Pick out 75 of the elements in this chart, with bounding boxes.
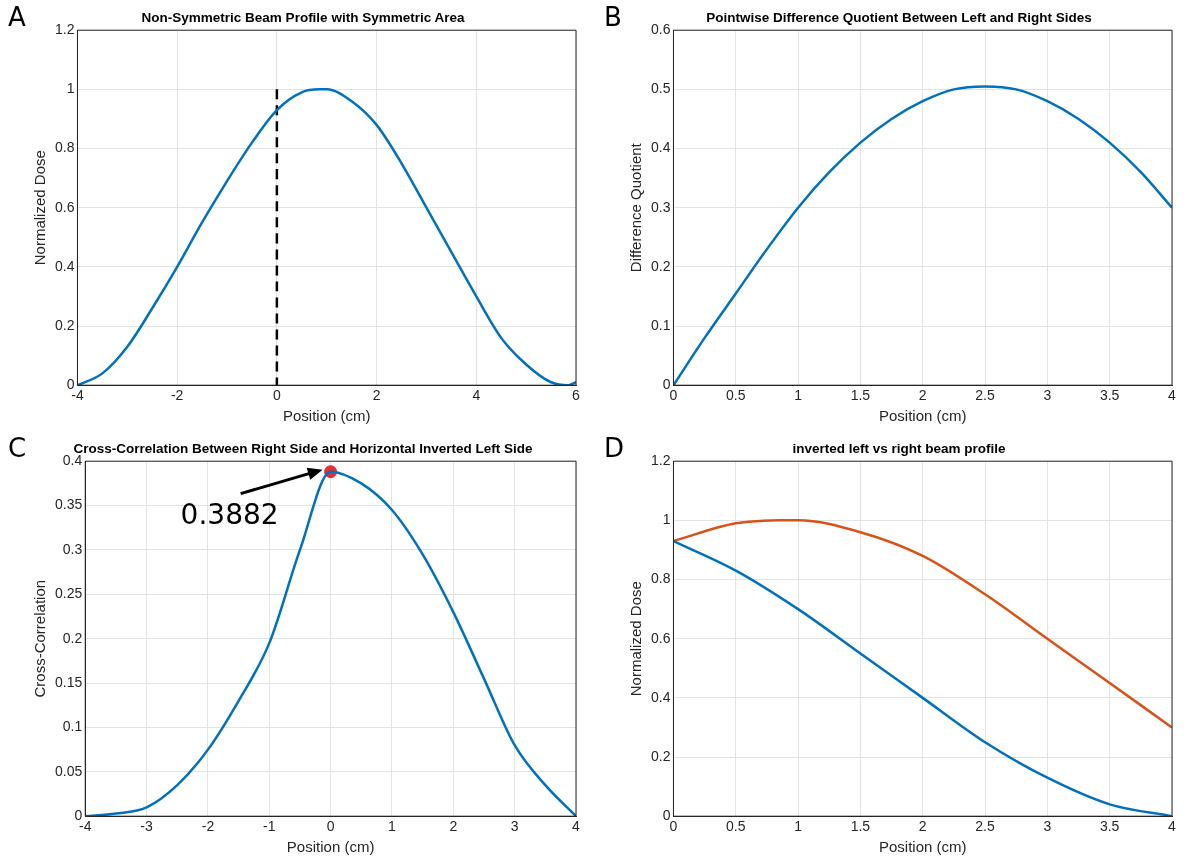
x-tick-label: 3 — [1043, 818, 1052, 835]
x-tick-label: 1.5 — [850, 818, 871, 835]
x-tick-label: 2 — [449, 818, 458, 835]
x-tick-label: 1 — [794, 818, 803, 835]
y-tick-label: 0.8 — [650, 570, 671, 587]
y-tick-label: 0.3 — [650, 198, 671, 215]
x-tick-label: 1 — [794, 387, 803, 404]
y-tick-label: 0.2 — [54, 316, 75, 333]
y-tick-label: 0.6 — [54, 198, 75, 215]
y-tick-label: 1 — [66, 80, 75, 97]
line-series — [673, 519, 1172, 729]
x-tick-label: 4 — [1168, 387, 1177, 404]
x-tick-label: -3 — [140, 818, 154, 835]
chart-title: inverted left vs right beam profile — [792, 440, 1007, 456]
y-tick-label: 0.5 — [650, 80, 671, 97]
chart-title: Pointwise Difference Quotient Between Left and Right Sides — [706, 9, 1092, 25]
y-tick-label: 0.05 — [55, 762, 83, 779]
x-tick-label: 2 — [918, 387, 927, 404]
x-tick-label: 2.5 — [975, 387, 995, 404]
x-tick-label: 0.5 — [726, 387, 746, 404]
y-tick-label: 0.6 — [650, 21, 671, 38]
x-tick-label: 4 — [572, 818, 581, 835]
y-axis-title: Normalized Dose — [627, 581, 645, 697]
x-tick-label: 3 — [1043, 387, 1052, 404]
y-tick-label: 0 — [66, 376, 75, 393]
x-tick-label: 0 — [326, 818, 335, 835]
x-tick-label: 2.5 — [975, 818, 995, 835]
x-tick-label: 0.5 — [726, 818, 746, 835]
y-tick-label: 0.1 — [650, 316, 671, 333]
x-tick-label: 1 — [388, 818, 397, 835]
y-tick-label: 0.2 — [62, 629, 83, 646]
x-axis-title: Position (cm) — [878, 838, 967, 856]
y-tick-label: 0.4 — [54, 257, 75, 274]
y-tick-label: 0.4 — [650, 688, 671, 705]
y-tick-label: 1 — [662, 511, 671, 528]
y-tick-label: 0.4 — [650, 139, 671, 156]
x-axis-title: Position (cm) — [282, 407, 371, 425]
y-tick-label: 0.1 — [62, 718, 83, 735]
y-tick-label: 1.2 — [54, 21, 75, 38]
y-tick-label: 1.2 — [650, 452, 671, 469]
y-axis-title: Difference Quotient — [627, 142, 645, 273]
x-tick-label: 3.5 — [1099, 818, 1120, 835]
y-tick-label: 0 — [662, 376, 671, 393]
text: A — [8, 2, 26, 32]
y-tick-label: 0.2 — [650, 257, 671, 274]
y-tick-label: 0.35 — [55, 496, 83, 513]
x-tick-label: 4 — [1168, 818, 1177, 835]
x-tick-label: 6 — [572, 387, 581, 404]
text: D — [604, 433, 625, 463]
x-tick-label: 0 — [272, 387, 281, 404]
y-axis-title: Normalized Dose — [31, 150, 49, 266]
y-tick-label: 0.15 — [55, 673, 83, 690]
x-tick-label: 3.5 — [1099, 387, 1120, 404]
x-tick-label: 2 — [372, 387, 381, 404]
chart-title: Non-Symmetric Beam Profile with Symmetric Area — [141, 9, 465, 25]
text: C — [8, 433, 27, 463]
y-axis-title: Cross-Correlation — [31, 579, 49, 698]
text: B — [604, 2, 622, 32]
annotation: 0.3882 — [180, 497, 279, 531]
x-tick-label: -1 — [263, 818, 276, 835]
x-axis-title: Position (cm) — [286, 838, 375, 856]
x-tick-label: 4 — [472, 387, 481, 404]
y-tick-label: 0.6 — [650, 629, 671, 646]
y-tick-label: 0.2 — [650, 747, 671, 764]
y-tick-label: 0 — [74, 807, 83, 824]
x-tick-label: 3 — [510, 818, 519, 835]
x-tick-label: 2 — [918, 818, 927, 835]
y-tick-label: 0.25 — [55, 585, 83, 602]
x-axis-title: Position (cm) — [878, 407, 967, 425]
y-tick-label: 0.3 — [62, 540, 83, 557]
y-tick-label: 0.8 — [54, 139, 75, 156]
x-tick-label: 1.5 — [850, 387, 871, 404]
y-tick-label: 0 — [662, 807, 671, 824]
x-tick-label: -2 — [170, 387, 184, 404]
x-tick-label: -2 — [201, 818, 215, 835]
